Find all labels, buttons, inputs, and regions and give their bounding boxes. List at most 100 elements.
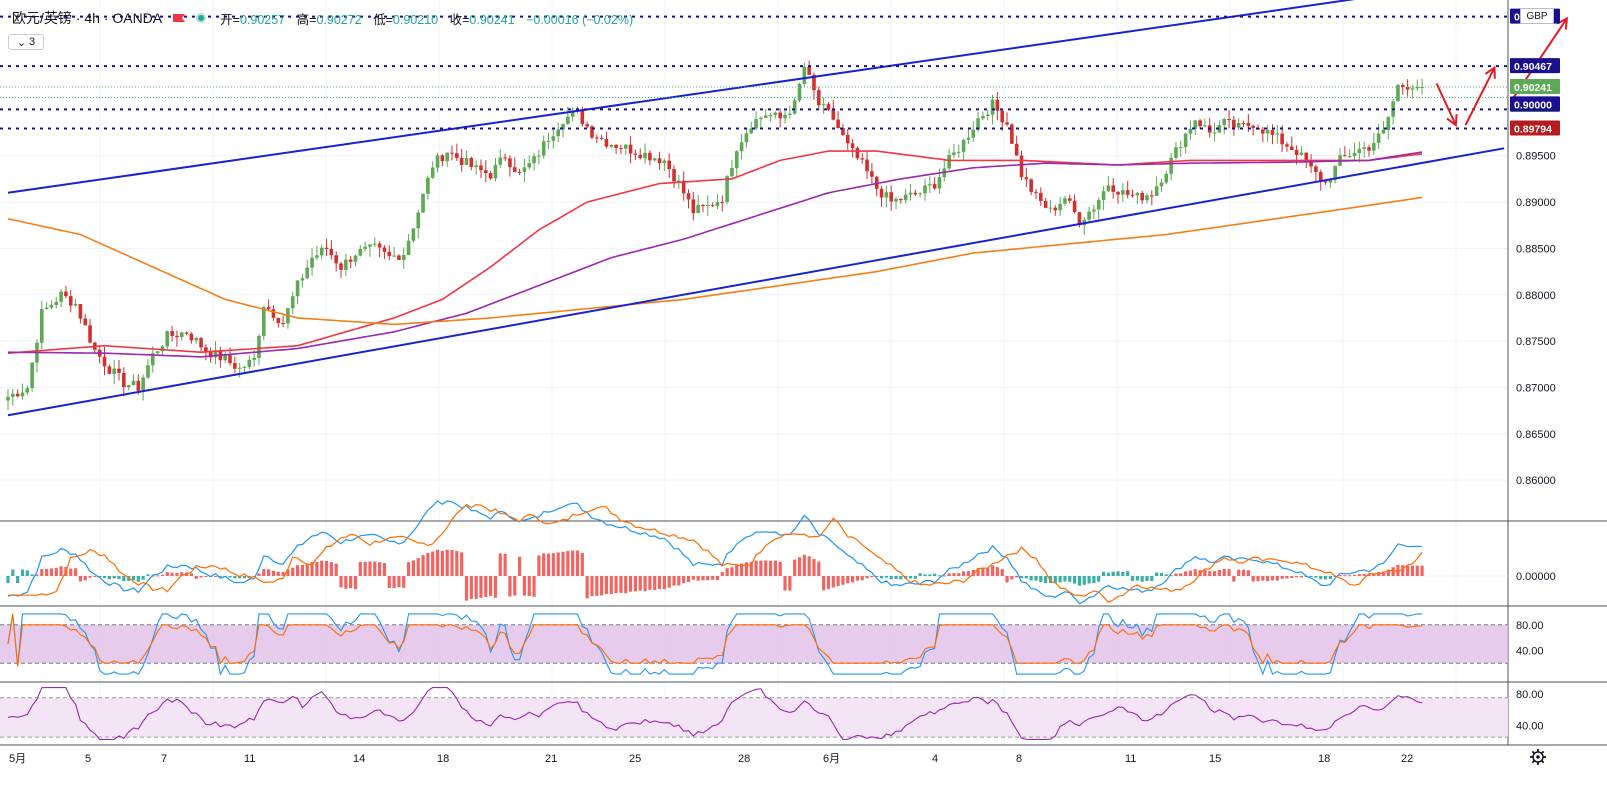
macd-histogram-bar — [1309, 576, 1313, 577]
macd-histogram-bar — [517, 556, 522, 576]
macd-histogram-bar — [720, 572, 724, 576]
candle — [1029, 178, 1033, 196]
candle-body — [479, 165, 483, 171]
macd-histogram-bar — [600, 576, 604, 596]
macd-histogram-bar — [1367, 574, 1371, 576]
candle — [836, 111, 840, 129]
candle — [763, 108, 768, 118]
candle-body — [995, 99, 1000, 111]
candle — [889, 185, 893, 211]
currency-badge[interactable]: GBP — [1520, 8, 1554, 24]
candle — [368, 244, 372, 257]
candle-body — [1188, 128, 1193, 134]
candle — [1111, 178, 1116, 199]
candle-body — [691, 199, 696, 214]
candle-body — [1328, 179, 1333, 183]
candle-body — [551, 136, 556, 141]
candle — [648, 150, 652, 166]
macd-histogram-bar — [1092, 576, 1096, 584]
indicator-collapse-button[interactable]: ⌄ 3 — [8, 34, 44, 50]
candle-body — [1005, 122, 1009, 125]
candle-body — [899, 198, 903, 201]
candle — [1241, 120, 1246, 128]
macd-histogram-bar — [841, 576, 845, 585]
candle-body — [696, 205, 700, 214]
candle — [734, 150, 739, 177]
macd-histogram-bar — [165, 572, 169, 576]
macd-histogram-bar — [20, 569, 25, 576]
candle-body — [667, 160, 671, 170]
symbol-label[interactable]: 欧元/英镑 · 4h · OANDA — [12, 10, 163, 26]
macd-histogram-bar — [1396, 564, 1400, 576]
candle — [1275, 124, 1280, 144]
macd-histogram-bar — [320, 560, 324, 576]
macd-histogram-bar — [175, 573, 179, 576]
macd-histogram-bar — [112, 576, 116, 579]
candle — [1130, 189, 1135, 198]
candle — [189, 332, 194, 344]
candle — [522, 158, 527, 182]
candle-body — [812, 74, 816, 91]
candle-body — [1314, 166, 1318, 172]
candle-body — [783, 114, 787, 119]
candle-body — [1198, 120, 1202, 127]
macd-histogram-bar — [479, 576, 483, 598]
macd-histogram-bar — [402, 576, 406, 588]
candle — [595, 134, 599, 144]
candle-body — [595, 137, 599, 139]
candle-body — [73, 304, 78, 306]
candle-body — [1014, 143, 1019, 156]
candle — [638, 148, 643, 160]
macd-histogram-bar — [744, 562, 749, 576]
macd-histogram-bar — [802, 554, 806, 576]
candle — [97, 345, 102, 364]
macd-histogram-bar — [682, 576, 686, 584]
macd-histogram-bar — [40, 569, 44, 576]
macd-histogram-bar — [1212, 571, 1217, 576]
candle — [358, 245, 363, 257]
gear-icon[interactable] — [1530, 749, 1546, 765]
candle — [956, 144, 961, 158]
candle-body — [1058, 203, 1062, 211]
candle — [503, 153, 507, 161]
stochastic-pane: 80.00 40.00 — [0, 613, 1544, 676]
candle-body — [561, 123, 565, 130]
market-status-icon — [196, 13, 207, 23]
macd-histogram-bar — [1314, 576, 1318, 578]
candle-body — [310, 257, 314, 268]
candle-body — [20, 392, 25, 397]
candle — [392, 246, 396, 258]
candle-body — [334, 255, 338, 264]
macd-histogram-bar — [324, 561, 329, 576]
macd-histogram-bar — [1188, 570, 1193, 576]
candle-body — [623, 144, 628, 149]
macd-histogram-bar — [604, 576, 609, 594]
candle-body — [836, 119, 840, 128]
flag-icon[interactable] — [172, 13, 186, 23]
candle-body — [1323, 181, 1328, 183]
candle-body — [628, 144, 633, 154]
stochastic-tick-label: 80.00 — [1516, 620, 1544, 632]
candle-body — [126, 384, 131, 388]
candle — [807, 60, 811, 75]
price-tick-label: 0.86000 — [1516, 475, 1556, 487]
candle-body — [117, 368, 121, 373]
time-tick-label: 22 — [1401, 753, 1413, 765]
candle-body — [194, 338, 199, 341]
candle-body — [1087, 211, 1091, 220]
candle — [1410, 84, 1415, 99]
candle — [271, 305, 276, 321]
candle — [1212, 122, 1217, 142]
macd-histogram-bar — [580, 553, 584, 576]
macd-histogram-bar — [1299, 576, 1304, 578]
candle-body — [860, 158, 865, 160]
candle — [657, 151, 662, 170]
candle — [971, 121, 976, 143]
candle — [290, 291, 295, 314]
candle-body — [990, 99, 995, 115]
candle — [305, 259, 310, 280]
macd-histogram-bar — [257, 573, 261, 576]
candle — [15, 389, 20, 398]
candle-body — [252, 357, 256, 360]
